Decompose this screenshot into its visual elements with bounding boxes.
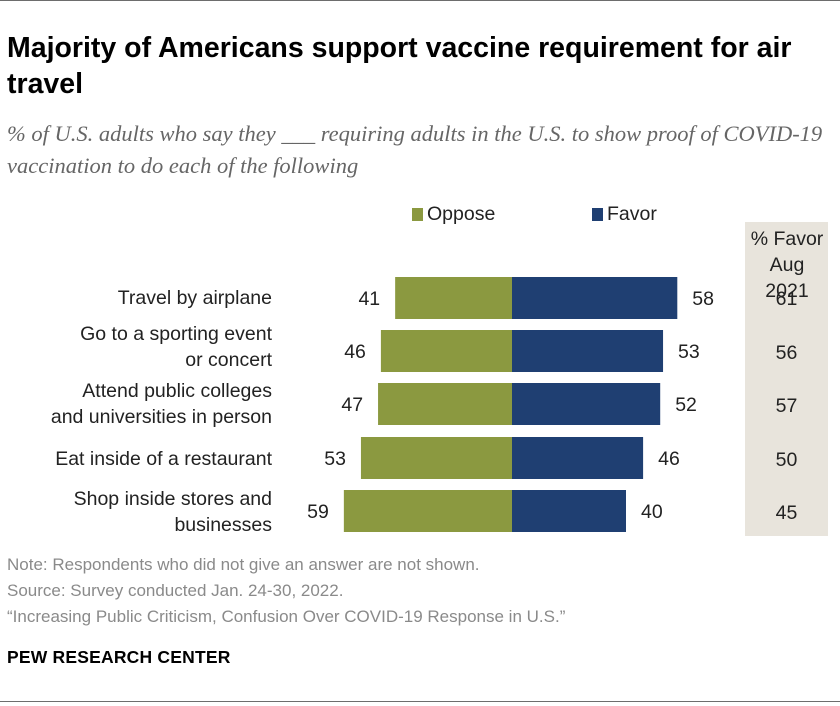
favor-value-label: 58 <box>692 288 714 310</box>
oppose-swatch <box>412 208 423 221</box>
oppose-value-label: 46 <box>344 341 366 363</box>
favor-bar <box>512 437 644 479</box>
oppose-value-label: 59 <box>307 501 329 523</box>
favor-bar <box>512 383 661 425</box>
footnotes: Note: Respondents who did not give an an… <box>7 552 565 630</box>
aug-2021-header-line: % Favor <box>750 228 824 250</box>
aug-2021-header-line: 2021 <box>765 280 809 302</box>
top-rule <box>0 0 840 1</box>
favor-value-label: 40 <box>641 501 663 523</box>
oppose-bar <box>378 383 512 425</box>
aug-2021-value: 61 <box>775 288 798 310</box>
bottom-rule <box>0 701 840 702</box>
legend-favor-label: Favor <box>607 203 657 225</box>
oppose-value-label: 47 <box>341 394 363 416</box>
oppose-bar <box>380 330 512 372</box>
favor-swatch <box>592 208 603 221</box>
note-line: Note: Respondents who did not give an an… <box>7 555 480 574</box>
category-label-line: Travel by airplane <box>117 287 272 309</box>
category-label: Travel by airplane <box>118 285 272 311</box>
category-label-line: Go to a sporting event <box>80 323 272 345</box>
category-label: Go to a sporting event or concert <box>80 321 272 373</box>
chart-subtitle: % of U.S. adults who say they ___ requir… <box>7 121 823 178</box>
category-label-line: and universities in person <box>50 406 272 428</box>
category-label: Attend public colleges and universities … <box>51 378 272 430</box>
favor-value-label: 52 <box>675 394 697 416</box>
oppose-value-label: 53 <box>324 448 346 470</box>
oppose-value-label: 41 <box>358 288 380 310</box>
favor-value-label: 46 <box>658 448 680 470</box>
aug-2021-value: 57 <box>775 395 798 417</box>
report-title-line: “Increasing Public Criticism, Confusion … <box>7 607 566 626</box>
chart-title: Majority of Americans support vaccine re… <box>7 32 792 100</box>
aug-2021-value: 45 <box>775 502 798 524</box>
aug-2021-header: % Favor Aug 2021 <box>738 226 836 304</box>
aug-2021-value: 50 <box>775 449 798 471</box>
category-label-line: or concert <box>185 349 272 371</box>
category-label-line: businesses <box>174 514 272 536</box>
source-line: Source: Survey conducted Jan. 24-30, 202… <box>7 581 344 600</box>
favor-value-label: 53 <box>678 341 700 363</box>
aug-2021-column <box>745 222 828 536</box>
legend-oppose-label: Oppose <box>427 203 496 225</box>
oppose-bar <box>343 490 512 532</box>
aug-2021-value: 56 <box>775 342 798 364</box>
aug-2021-header-line: Aug <box>769 254 805 276</box>
category-label-line: Shop inside stores and <box>73 488 272 510</box>
category-label: Eat inside of a restaurant <box>55 446 272 472</box>
oppose-bar <box>395 277 512 319</box>
favor-bar <box>512 330 664 372</box>
category-label: Shop inside stores and businesses <box>74 486 272 538</box>
oppose-bar <box>360 437 512 479</box>
favor-bar <box>512 490 626 532</box>
favor-bar <box>512 277 678 319</box>
category-label-line: Attend public colleges <box>82 380 272 402</box>
category-label-line: Eat inside of a restaurant <box>55 448 272 470</box>
pew-logo-text: PEW RESEARCH CENTER <box>7 647 231 667</box>
